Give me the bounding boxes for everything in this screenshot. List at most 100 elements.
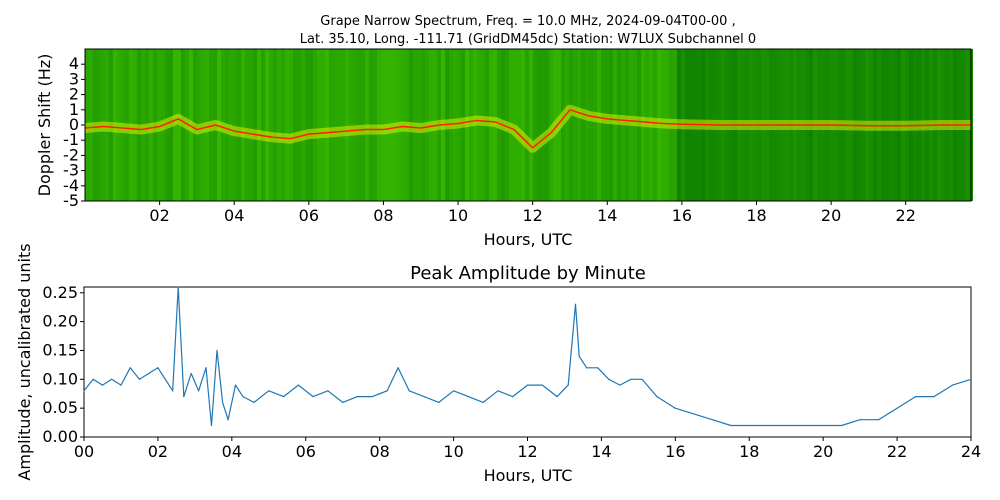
spectrogram-column (277, 49, 281, 201)
spectrogram-column (85, 49, 89, 201)
amplitude-data-point (282, 396, 285, 398)
spectrogram-column (609, 49, 613, 201)
amplitude-data-point (183, 396, 185, 398)
spectrogram-column (301, 49, 305, 201)
amplitude-data-point (157, 367, 159, 369)
spectrogram-column (305, 49, 309, 201)
spectrogram-column (157, 49, 161, 201)
amplitude-data-point (896, 407, 898, 409)
spectrogram-column (493, 49, 497, 201)
amplitude-x-tick-label: 24 (961, 442, 981, 461)
spectrogram-column (529, 49, 533, 201)
spectrogram-y-tick-label: 0 (69, 115, 79, 134)
spectrogram-column (449, 49, 453, 201)
amplitude-data-point (951, 384, 954, 386)
spectrogram-column (505, 49, 509, 201)
spectrogram-column (645, 49, 649, 201)
spectrogram-column (581, 49, 585, 201)
spectrogram-column (577, 49, 581, 201)
spectrogram-column (225, 49, 229, 201)
amplitude-data-point (83, 390, 85, 392)
spectrogram-column (205, 49, 209, 201)
amplitude-y-tick-label: 0.25 (42, 283, 78, 302)
spectrogram-column (241, 49, 245, 201)
spectrogram-column (569, 49, 573, 201)
amplitude-data-point (342, 401, 344, 403)
spectrogram-y-axis-label: Doppler Shift (Hz) (35, 54, 54, 197)
amplitude-data-point (933, 396, 935, 398)
spectrogram-column (553, 49, 557, 201)
spectrogram-column (381, 49, 385, 201)
spectrogram-column (409, 49, 413, 201)
spectrogram-column (245, 49, 249, 201)
amplitude-data-point (210, 424, 213, 427)
spectrogram-x-tick-label: 04 (224, 206, 244, 225)
spectrogram-y-tick-label: 1 (69, 100, 79, 119)
amplitude-data-point (567, 384, 569, 386)
amplitude-data-point (101, 384, 104, 386)
amplitude-y-tick-label: 0.05 (42, 398, 78, 417)
spectrogram-column (169, 49, 173, 201)
spectrogram-column (397, 49, 401, 201)
amplitude-data-point (268, 390, 270, 392)
amplitude-data-point (970, 378, 972, 380)
amplitude-data-point (386, 390, 388, 392)
spectrogram-plot-area (84, 48, 973, 202)
amplitude-chart-title: Peak Amplitude by Minute (410, 263, 646, 284)
spectrogram-column (385, 49, 389, 201)
amplitude-data-point (512, 396, 514, 398)
amplitude-data-point (674, 407, 676, 409)
spectrogram-y-tick-label: -3 (63, 161, 79, 180)
spectrogram-column (649, 49, 653, 201)
spectrogram-column (265, 49, 269, 201)
spectrogram-column (557, 49, 561, 201)
spectrogram-column (153, 49, 157, 201)
spectrogram-x-tick-label: 08 (373, 206, 393, 225)
spectrogram-column (461, 49, 465, 201)
amplitude-frame (83, 286, 972, 438)
spectrogram-column (101, 49, 105, 201)
spectrogram-column (629, 49, 633, 201)
spectrogram-column (129, 49, 133, 201)
amplitude-data-point (120, 384, 122, 386)
spectrogram-x-tick-label: 06 (299, 206, 319, 225)
spectrogram-column (541, 49, 545, 201)
spectrogram-title-line-1: Grape Narrow Spectrum, Freq. = 10.0 MHz,… (320, 14, 735, 29)
amplitude-data-point (859, 419, 861, 421)
spectrogram-column (481, 49, 485, 201)
amplitude-data-point (423, 396, 425, 398)
spectrogram-column (325, 49, 329, 201)
spectrogram-y-tick-label: 4 (69, 54, 79, 73)
spectrogram-column (617, 49, 621, 201)
spectrogram-column (465, 49, 469, 201)
spectrogram-column (309, 49, 313, 201)
spectrogram-column (377, 49, 381, 201)
amplitude-data-point (656, 396, 658, 398)
spectrogram-column (293, 49, 297, 201)
amplitude-data-point (216, 349, 218, 352)
spectrogram-column (289, 49, 293, 201)
spectrogram-column (497, 49, 501, 201)
spectrogram-column (637, 49, 641, 201)
amplitude-data-point (574, 303, 577, 305)
spectrogram-column (145, 49, 149, 201)
amplitude-data-point (408, 390, 410, 392)
spectrogram-column (197, 49, 201, 201)
spectrogram-column (341, 49, 345, 201)
spectrogram-column (893, 49, 897, 201)
spectrogram-column (405, 49, 409, 201)
spectrogram-column (417, 49, 421, 201)
spectrogram-column (561, 49, 565, 201)
spectrogram-column (317, 49, 321, 201)
amplitude-series-group (83, 286, 972, 427)
amplitude-x-tick-label: 10 (443, 442, 463, 461)
amplitude-data-point (482, 401, 484, 403)
spectrogram-column (333, 49, 337, 201)
spectrogram-y-tick-label: 2 (69, 85, 79, 104)
spectrogram-column (653, 49, 657, 201)
doppler-trace-line (84, 109, 971, 149)
amplitude-x-tick-label: 06 (296, 442, 316, 461)
amplitude-data-point (748, 424, 750, 427)
